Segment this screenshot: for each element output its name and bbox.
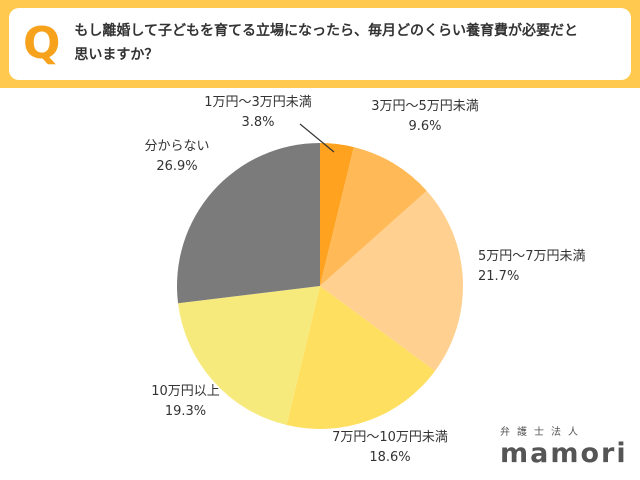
pie-slice-0 — [320, 143, 354, 286]
q-mark: Q — [23, 18, 61, 69]
pie-slice-5 — [177, 143, 320, 304]
question-text: もし離婚して子どもを育てる立場になったら、毎月どのくらい養育費が必要だと 思いま… — [74, 20, 578, 68]
slice-label-1: 3万円〜5万円未満 9.6% — [345, 97, 505, 136]
slice-label-pct: 21.7% — [478, 268, 520, 284]
slice-label-text: 分からない — [144, 139, 210, 154]
slice-label-text: 10万円以上 — [151, 384, 220, 399]
leader-line — [299, 123, 335, 153]
pie-slices — [177, 143, 463, 429]
pie-svg — [177, 123, 463, 429]
slice-label-pct: 9.6% — [408, 118, 442, 134]
slice-label-text: 1万円〜3万円未満 — [204, 95, 312, 110]
slice-label-text: 5万円〜7万円未満 — [478, 249, 586, 264]
header-band: Q もし離婚して子どもを育てる立場になったら、毎月どのくらい養育費が必要だと 思… — [0, 0, 640, 88]
pie-slice-4 — [178, 286, 320, 426]
pie-slice-1 — [320, 147, 427, 286]
logo-brand: mamori — [500, 438, 628, 469]
slice-label-5: 分からない 26.9% — [112, 137, 242, 176]
question-line-2: 思いますか？ — [74, 47, 159, 63]
slice-label-0: 1万円〜3万円未満 3.8% — [178, 93, 338, 132]
slice-label-text: 3万円〜5万円未満 — [371, 99, 479, 114]
pie-slice-2 — [320, 190, 463, 372]
slice-label-4: 10万円以上 19.3% — [118, 382, 253, 421]
slice-label-pct: 18.6% — [369, 449, 411, 465]
question-card: Q もし離婚して子どもを育てる立場になったら、毎月どのくらい養育費が必要だと 思… — [9, 8, 631, 80]
question-line-1: もし離婚して子どもを育てる立場になったら、毎月どのくらい養育費が必要だと — [74, 23, 578, 40]
slice-label-3: 7万円〜10万円未満 18.6% — [300, 428, 480, 467]
slice-label-pct: 3.8% — [241, 114, 275, 130]
logo-company-type: 弁護士法人 — [500, 427, 585, 438]
pie-slice-3 — [286, 286, 435, 429]
slice-label-pct: 26.9% — [156, 158, 198, 174]
pie-chart: 1万円〜3万円未満 3.8% 3万円〜5万円未満 9.6% 5万円〜7万円未満 … — [0, 88, 640, 480]
slice-label-2: 5万円〜7万円未満 21.7% — [478, 247, 640, 286]
slice-label-text: 7万円〜10万円未満 — [332, 430, 448, 445]
logo: 弁護士法人 mamori — [500, 423, 630, 467]
slice-label-pct: 19.3% — [164, 403, 207, 419]
